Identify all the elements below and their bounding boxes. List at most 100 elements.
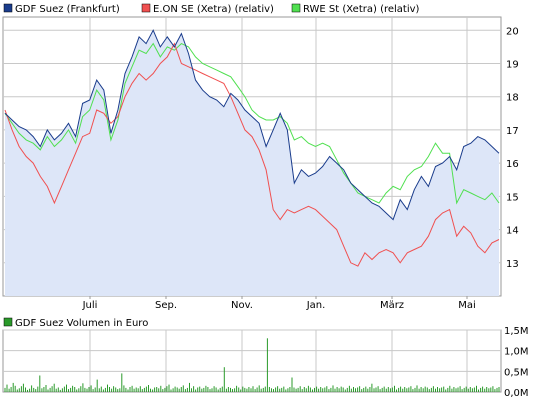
volume-bar — [37, 386, 39, 392]
volume-bar — [232, 389, 233, 392]
volume-bar — [223, 367, 225, 392]
volume-bar — [334, 388, 336, 392]
volume-bar — [439, 388, 441, 392]
volume-bar — [129, 387, 131, 392]
volume-bar — [117, 389, 119, 392]
volume-bar — [76, 389, 78, 392]
volume-bar — [252, 386, 254, 392]
volume-bar — [260, 388, 262, 392]
volume-bar — [258, 385, 260, 392]
volume-bars — [4, 338, 500, 392]
volume-bar — [121, 373, 123, 392]
volume-bar — [215, 387, 217, 392]
volume-bar — [180, 387, 182, 392]
volume-bar — [400, 386, 402, 392]
volume-bar — [164, 387, 166, 392]
volume-bar — [78, 388, 80, 392]
volume-bar — [303, 387, 305, 392]
volume-bar — [203, 387, 205, 392]
volume-bar — [14, 385, 16, 392]
volume-bar — [268, 387, 270, 392]
volume-bar — [350, 388, 352, 392]
volume-bar — [467, 388, 469, 392]
volume-bar — [201, 388, 203, 392]
legend-label-rwe: RWE St (Xetra) (relativ) — [303, 4, 420, 15]
volume-bar — [426, 387, 428, 392]
volume-bar — [123, 385, 125, 392]
volume-bar — [371, 383, 373, 392]
volume-bar — [353, 387, 354, 392]
volume-bar — [394, 385, 395, 392]
volume-bar — [10, 387, 12, 392]
volume-bar — [338, 388, 340, 392]
volume-bar — [109, 387, 110, 392]
volume-bar — [344, 389, 346, 392]
volume-bar — [416, 385, 418, 392]
volume-bar — [309, 387, 311, 392]
volume-bar — [189, 382, 190, 392]
volume-bar — [141, 389, 143, 392]
volume-bar — [82, 383, 84, 392]
volume-bar — [45, 385, 47, 392]
volume-bar — [379, 389, 381, 392]
volume-bar — [68, 389, 69, 392]
volume-bar — [414, 387, 416, 392]
volume-bar — [250, 388, 252, 392]
volume-bar — [355, 388, 356, 392]
volume-bar — [227, 387, 229, 392]
volume-bar — [342, 387, 344, 392]
volume-bar — [113, 386, 115, 392]
volume-bar — [406, 388, 408, 392]
volume-bar — [418, 388, 420, 392]
volume-bar — [262, 387, 264, 392]
main-x-axis: Juli Sep. Nov. Jan. März Mai — [82, 300, 476, 311]
volume-bar — [285, 389, 287, 392]
volume-bar — [486, 387, 488, 392]
y-tick-label: 19 — [506, 60, 519, 71]
volume-plot-frame — [2, 329, 502, 393]
volume-grid — [3, 329, 501, 392]
volume-bar — [74, 387, 76, 392]
x-tick-label: Sep. — [155, 300, 177, 311]
volume-bar — [424, 386, 426, 392]
volume-bar — [328, 389, 330, 392]
volume-bar — [305, 388, 307, 392]
volume-bar — [410, 386, 412, 392]
volume-bar — [84, 387, 86, 392]
volume-bar — [170, 389, 172, 392]
legend-swatch-gdf — [3, 3, 13, 13]
volume-bar — [326, 386, 328, 392]
series-lines — [4, 29, 500, 267]
volume-bar — [385, 388, 387, 392]
volume-bar — [387, 387, 389, 392]
volume-bar — [404, 387, 406, 392]
volume-bar — [111, 388, 113, 392]
volume-bar — [435, 388, 436, 392]
volume-bar — [154, 387, 156, 392]
volume-bar — [55, 388, 57, 392]
volume-bar — [172, 388, 174, 392]
volume-bar — [53, 383, 55, 392]
volume-bar — [299, 386, 301, 392]
volume-bar — [219, 387, 221, 392]
volume-bar — [451, 388, 453, 392]
volume-bar — [322, 388, 324, 392]
volume-bar — [492, 386, 494, 392]
volume-bar — [363, 387, 365, 392]
volume-bar — [480, 387, 482, 392]
y-tick-label: 18 — [506, 93, 519, 104]
volume-bar — [293, 387, 295, 392]
volume-bar — [324, 387, 326, 392]
volume-bar — [174, 386, 176, 392]
volume-bar — [182, 385, 184, 392]
volume-bar — [248, 387, 250, 392]
volume-bar — [412, 389, 414, 392]
volume-bar — [402, 388, 404, 392]
volume-bar — [314, 387, 315, 392]
volume-bar — [465, 386, 467, 392]
volume-bar — [297, 387, 299, 392]
volume-bar — [150, 388, 151, 392]
volume-bar — [420, 387, 422, 392]
volume-bar — [72, 385, 74, 392]
